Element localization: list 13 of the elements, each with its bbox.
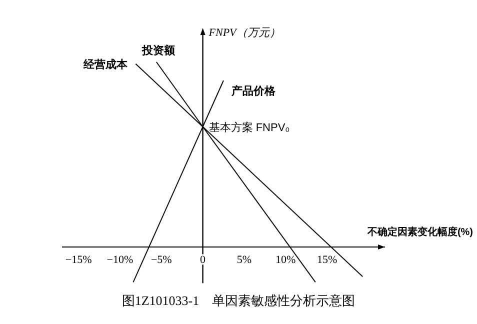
x-tick-label: 10% bbox=[276, 254, 296, 266]
series-label: 投资额 bbox=[140, 44, 176, 57]
annotation: 基本方案 FNPV₀ bbox=[208, 120, 290, 134]
series-label: 产品价格 bbox=[230, 84, 276, 98]
x-tick-label: 15% bbox=[316, 254, 338, 266]
x-tick-label: −15% bbox=[65, 254, 92, 266]
y-axis-title: FNPV（万元） bbox=[208, 27, 280, 39]
x-tick-label: −5% bbox=[150, 254, 172, 266]
x-tick-label: −10% bbox=[106, 254, 134, 266]
series-label: 经营成本 bbox=[82, 58, 129, 71]
x-axis-title: 不确定因素变化幅度(%) bbox=[366, 226, 473, 238]
x-tick-label: 5% bbox=[236, 254, 252, 266]
text: 图1Z101033-1 单因素敏感性分析示意图 bbox=[122, 293, 356, 308]
